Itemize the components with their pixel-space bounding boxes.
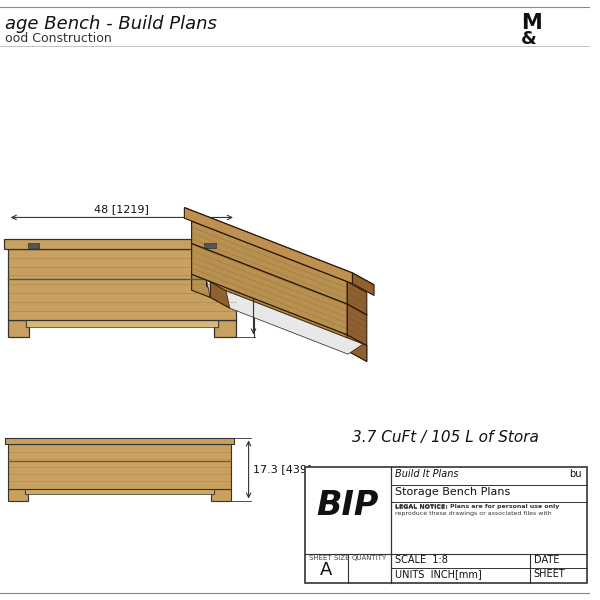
Text: 18 [457]: 18 [457] (257, 283, 305, 293)
Polygon shape (191, 221, 347, 335)
Polygon shape (206, 280, 363, 344)
Polygon shape (184, 208, 374, 285)
Polygon shape (8, 488, 28, 502)
Text: age Bench - Build Plans: age Bench - Build Plans (5, 15, 217, 33)
Bar (205, 243, 216, 248)
Text: ood Construction: ood Construction (5, 32, 112, 45)
Text: reproduce these drawings or associated files with: reproduce these drawings or associated f… (395, 511, 551, 516)
Polygon shape (347, 335, 367, 361)
Bar (305, 467, 587, 583)
Text: M: M (521, 13, 542, 33)
Text: Build It Plans: Build It Plans (395, 469, 458, 479)
Text: bu: bu (569, 469, 581, 479)
Polygon shape (210, 281, 230, 308)
Text: UNITS  INCH[mm]: UNITS INCH[mm] (395, 569, 482, 579)
Polygon shape (226, 291, 363, 354)
Text: &: & (521, 30, 536, 48)
Text: BIP: BIP (317, 490, 379, 523)
Polygon shape (347, 282, 367, 346)
Text: Storage Bench Plans: Storage Bench Plans (395, 487, 510, 497)
Polygon shape (347, 335, 367, 361)
Bar (8, 445, 231, 488)
Text: DATE: DATE (533, 554, 559, 565)
Text: 3.7 CuFt / 105 L of Stora: 3.7 CuFt / 105 L of Stora (352, 430, 539, 445)
Text: SCALE  1:8: SCALE 1:8 (395, 554, 448, 565)
Polygon shape (8, 320, 29, 337)
Bar (28, 243, 40, 248)
Polygon shape (214, 320, 236, 337)
Polygon shape (211, 488, 231, 502)
Polygon shape (352, 273, 374, 295)
Polygon shape (329, 334, 347, 351)
Bar (4, 239, 240, 249)
Text: 17.3 [439]: 17.3 [439] (253, 464, 311, 475)
Text: QUANTITY: QUANTITY (352, 556, 387, 562)
Text: LEGAL NOTICE:: LEGAL NOTICE: (395, 505, 448, 511)
Text: A: A (320, 561, 332, 579)
Polygon shape (206, 280, 344, 343)
Bar (5, 437, 234, 445)
Bar (8, 249, 236, 320)
Polygon shape (184, 208, 352, 284)
Polygon shape (191, 274, 210, 298)
Text: 48 [1219]: 48 [1219] (94, 205, 149, 215)
Text: SHEET: SHEET (533, 569, 565, 579)
Bar (26, 320, 218, 327)
Text: SHEET SIZE: SHEET SIZE (308, 556, 349, 562)
Bar (25, 488, 214, 494)
Text: LEGAL NOTICE: Plans are for personal use only: LEGAL NOTICE: Plans are for personal use… (395, 505, 559, 509)
